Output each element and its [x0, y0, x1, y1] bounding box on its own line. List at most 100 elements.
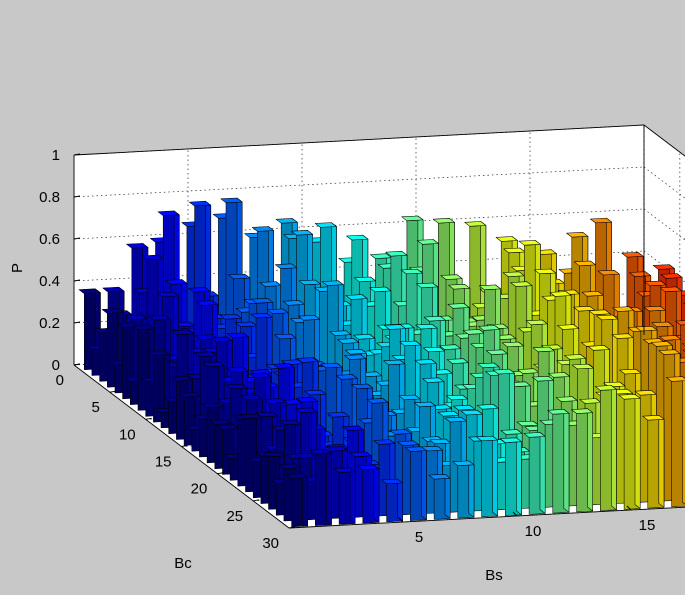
bar-face-top — [132, 324, 155, 330]
bar-face-top — [226, 366, 248, 373]
bar-face-top — [650, 341, 673, 347]
bar-face-top — [566, 232, 589, 238]
bar — [357, 464, 380, 524]
bar-face-top — [304, 389, 327, 396]
bar-face-top — [337, 338, 360, 344]
bar-face-top — [278, 463, 301, 469]
bar-face-top — [652, 264, 675, 270]
bar-face-top — [126, 243, 149, 249]
bar-face-top — [499, 437, 522, 443]
y-tick-mark — [181, 445, 188, 447]
bar-face-top — [249, 372, 272, 378]
y-tick-mark — [253, 499, 260, 502]
bar-face-top — [201, 402, 224, 408]
bar-face-top — [125, 314, 148, 321]
z-tick-mark — [73, 321, 81, 324]
bar-face-top — [682, 343, 685, 346]
bar-face-top — [353, 334, 376, 340]
bar-face-top — [422, 377, 445, 383]
bar-face-top — [357, 464, 380, 471]
bar-face-top — [399, 340, 422, 347]
bar-face-side — [634, 394, 641, 509]
bar-face-side — [326, 449, 332, 526]
bar-face-top — [256, 411, 278, 418]
bar-face-top — [587, 345, 610, 351]
bar-face-top — [423, 346, 445, 353]
bars-group — [78, 197, 685, 528]
bar-face-side — [611, 385, 617, 511]
bar-face-top — [282, 300, 305, 306]
bar-face-top — [501, 341, 524, 348]
bar-face-top — [165, 279, 188, 285]
bar — [523, 432, 546, 515]
bar-face-side — [587, 408, 593, 512]
bar-face-top — [369, 286, 392, 293]
bar — [618, 394, 641, 510]
bar-face-top — [523, 432, 546, 438]
bar-face-top — [383, 324, 406, 330]
bar-face-top — [397, 440, 420, 446]
bar-face-top — [279, 419, 302, 426]
bar-face-top — [389, 429, 412, 435]
bar-face-top — [157, 210, 180, 216]
bar-face-top — [170, 376, 193, 382]
bar-face-top — [209, 419, 232, 425]
z-tick-mark — [73, 153, 81, 156]
bar-face-top — [240, 394, 263, 401]
bar-face-top — [349, 451, 372, 457]
bar — [309, 449, 332, 526]
z-tick-label: 0.6 — [39, 231, 60, 248]
bar-face-top — [452, 460, 475, 466]
bar-face-top — [366, 398, 389, 404]
bar-face-top — [344, 349, 367, 355]
bar-face-top — [453, 404, 475, 411]
y-tick-mark — [109, 390, 116, 393]
bar-face-top — [439, 344, 462, 350]
bar-face-top — [228, 273, 251, 280]
bar — [594, 385, 617, 511]
x-tick-label: 5 — [415, 529, 423, 546]
bar-face-top — [460, 409, 483, 416]
bar-face-top — [597, 269, 620, 276]
bar-face-top — [263, 451, 285, 458]
bar-face-top — [644, 280, 667, 287]
bar-face-side — [421, 446, 427, 521]
bar-face-top — [325, 446, 348, 452]
z-tick-label: 1 — [52, 147, 60, 164]
bar — [642, 415, 665, 509]
bar-face-side — [492, 435, 498, 517]
bar-face-top — [525, 319, 548, 326]
bar — [499, 437, 522, 516]
x-tick-mark — [398, 517, 404, 523]
bar-face-top — [492, 368, 515, 375]
bar-face-top — [659, 286, 682, 292]
bar-face-top — [148, 315, 171, 321]
bar-face-top — [101, 308, 124, 314]
y-tick-label: 0 — [56, 372, 64, 389]
bar-face-top — [642, 415, 665, 421]
bar-face-top — [414, 359, 437, 365]
z-tick-label: 0 — [52, 357, 60, 374]
y-tick-label: 5 — [91, 399, 99, 416]
y-tick-label: 25 — [226, 508, 243, 525]
bar — [452, 460, 475, 519]
y-tick-label: 30 — [262, 535, 279, 552]
bar-face-top — [286, 473, 308, 479]
axis-edge — [73, 124, 645, 156]
x-tick-label: 15 — [639, 517, 656, 534]
bar-face-top — [178, 392, 201, 398]
bar-face-top — [264, 398, 287, 404]
bar-face-top — [621, 252, 644, 258]
bar-face-top — [327, 412, 350, 418]
bar-face-side — [539, 432, 546, 514]
bar-face-top — [444, 416, 467, 423]
x-axis-label: Bs — [485, 567, 503, 584]
bar-face-top — [298, 279, 321, 286]
bar — [404, 446, 427, 521]
bar-face-top — [675, 320, 685, 326]
bar-face-side — [444, 474, 451, 519]
bar — [286, 473, 308, 528]
bar-face-top — [448, 284, 471, 290]
bar-face-top — [500, 429, 523, 435]
bar-face-side — [302, 473, 308, 527]
